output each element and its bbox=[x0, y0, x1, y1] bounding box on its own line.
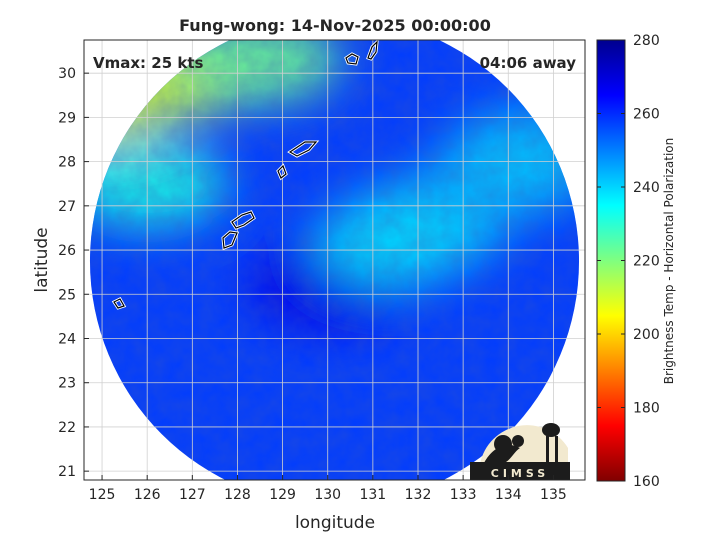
logo-text: CIMSS bbox=[491, 467, 549, 480]
x-tick-label: 125 bbox=[89, 487, 116, 503]
plot-border bbox=[83, 39, 586, 481]
y-tick-label: 25 bbox=[58, 287, 76, 303]
colorbar-tick-label: 180 bbox=[633, 401, 660, 417]
x-tick-label: 133 bbox=[450, 487, 477, 503]
vmax-label: Vmax: 25 kts bbox=[93, 54, 203, 72]
y-tick-label: 28 bbox=[58, 155, 76, 171]
x-tick-label: 131 bbox=[359, 487, 386, 503]
x-axis-label: longitude bbox=[295, 513, 375, 533]
x-tick-label: 126 bbox=[134, 487, 161, 503]
x-tick-label: 129 bbox=[269, 487, 296, 503]
colorbar-tick-label: 160 bbox=[633, 474, 660, 490]
coastlines bbox=[111, 37, 379, 310]
y-tick-label: 23 bbox=[58, 376, 76, 392]
chart-title: Fung-wong: 14-Nov-2025 00:00:00 bbox=[179, 16, 491, 35]
y-tick-label: 26 bbox=[58, 243, 76, 259]
y-tick-label: 27 bbox=[58, 199, 76, 215]
distance-label: 04:06 away bbox=[480, 54, 577, 72]
x-tick-label: 127 bbox=[179, 487, 206, 503]
y-axis-label: latitude bbox=[32, 227, 52, 292]
x-tick-label: 135 bbox=[540, 487, 567, 503]
grid-lines bbox=[84, 40, 585, 480]
x-tick-label: 132 bbox=[405, 487, 432, 503]
y-tick-label: 30 bbox=[58, 66, 76, 82]
y-tick-label: 29 bbox=[58, 110, 76, 126]
colorbar bbox=[596, 39, 626, 482]
swath-texture bbox=[89, 40, 580, 480]
colorbar-tick-label: 240 bbox=[633, 180, 660, 196]
colorbar-tick-label: 200 bbox=[633, 327, 660, 343]
colorbar-tick-label: 280 bbox=[633, 33, 660, 49]
colorbar-label: Brightness Temp - Horizontal Polarizatio… bbox=[662, 138, 676, 385]
x-tick-label: 134 bbox=[495, 487, 522, 503]
colorbar-ticks: 160 180 200 220 240 260 280 bbox=[597, 33, 660, 490]
x-tick-label: 130 bbox=[314, 487, 341, 503]
x-tick-label: 128 bbox=[224, 487, 251, 503]
cimss-logo: CIMSS bbox=[470, 423, 570, 480]
y-tick-label: 24 bbox=[58, 331, 76, 347]
y-tick-label: 22 bbox=[58, 420, 76, 436]
axis-ticks: 125 126 127 128 129 130 131 132 133 134 135 21 22 23 2… bbox=[58, 66, 567, 503]
colorbar-tick-label: 220 bbox=[633, 254, 660, 270]
colorbar-tick-label: 260 bbox=[633, 107, 660, 123]
y-tick-label: 21 bbox=[58, 464, 76, 480]
